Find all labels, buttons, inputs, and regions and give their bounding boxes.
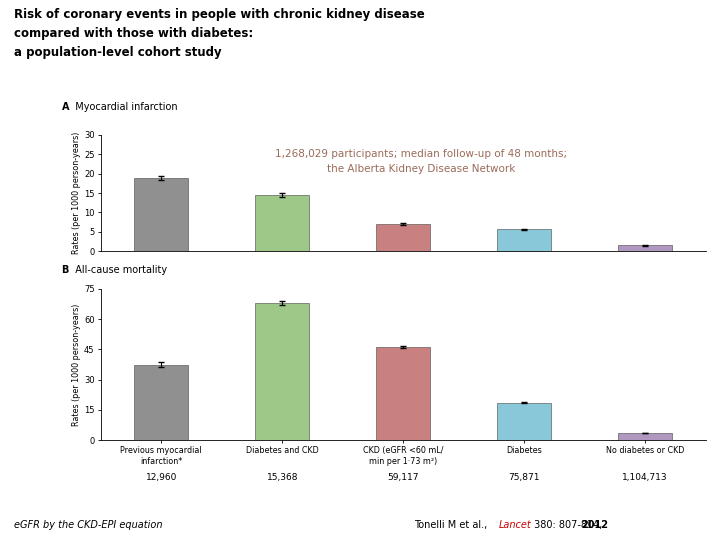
Bar	[376, 347, 431, 440]
Text: 2012: 2012	[581, 520, 608, 530]
Text: Lancet: Lancet	[499, 520, 531, 530]
Y-axis label: Rates (per 1000 person-years): Rates (per 1000 person-years)	[72, 303, 81, 426]
Y-axis label: Rates (per 1000 person-years): Rates (per 1000 person-years)	[72, 132, 81, 254]
Bar	[618, 245, 672, 251]
Text: Previous myocardial
infarction*: Previous myocardial infarction*	[120, 446, 202, 466]
Text: 12,960: 12,960	[145, 474, 177, 482]
Bar	[497, 403, 552, 440]
Text: CKD (eGFR <60 mL/
min per 1·73 m²): CKD (eGFR <60 mL/ min per 1·73 m²)	[363, 446, 444, 466]
Text: 59,117: 59,117	[387, 474, 419, 482]
Text: Diabetes and CKD: Diabetes and CKD	[246, 446, 319, 455]
Text: Myocardial infarction: Myocardial infarction	[68, 102, 177, 112]
Bar	[255, 195, 310, 251]
Bar	[255, 303, 310, 440]
Text: 1,268,029 participants; median follow-up of 48 months;
the Alberta Kidney Diseas: 1,268,029 participants; median follow-up…	[275, 149, 567, 174]
Bar	[134, 364, 189, 440]
Bar	[376, 224, 431, 251]
Text: 380: 807-814,: 380: 807-814,	[531, 520, 606, 530]
Text: No diabetes or CKD: No diabetes or CKD	[606, 446, 684, 455]
Text: compared with those with diabetes:: compared with those with diabetes:	[14, 27, 253, 40]
Text: Tonelli M et al.,: Tonelli M et al.,	[414, 520, 490, 530]
Bar	[134, 178, 189, 251]
Text: B: B	[61, 265, 69, 274]
Text: 75,871: 75,871	[508, 474, 540, 482]
Bar	[497, 230, 552, 251]
Text: All-cause mortality: All-cause mortality	[68, 265, 167, 274]
Text: Risk of coronary events in people with chronic kidney disease: Risk of coronary events in people with c…	[14, 8, 425, 21]
Text: Diabetes: Diabetes	[506, 446, 542, 455]
Bar	[618, 433, 672, 440]
Text: a population-level cohort study: a population-level cohort study	[14, 46, 222, 59]
Text: 1,104,713: 1,104,713	[622, 474, 668, 482]
Text: A: A	[61, 102, 69, 112]
Text: 15,368: 15,368	[266, 474, 298, 482]
Text: eGFR by the CKD-EPI equation: eGFR by the CKD-EPI equation	[14, 520, 163, 530]
